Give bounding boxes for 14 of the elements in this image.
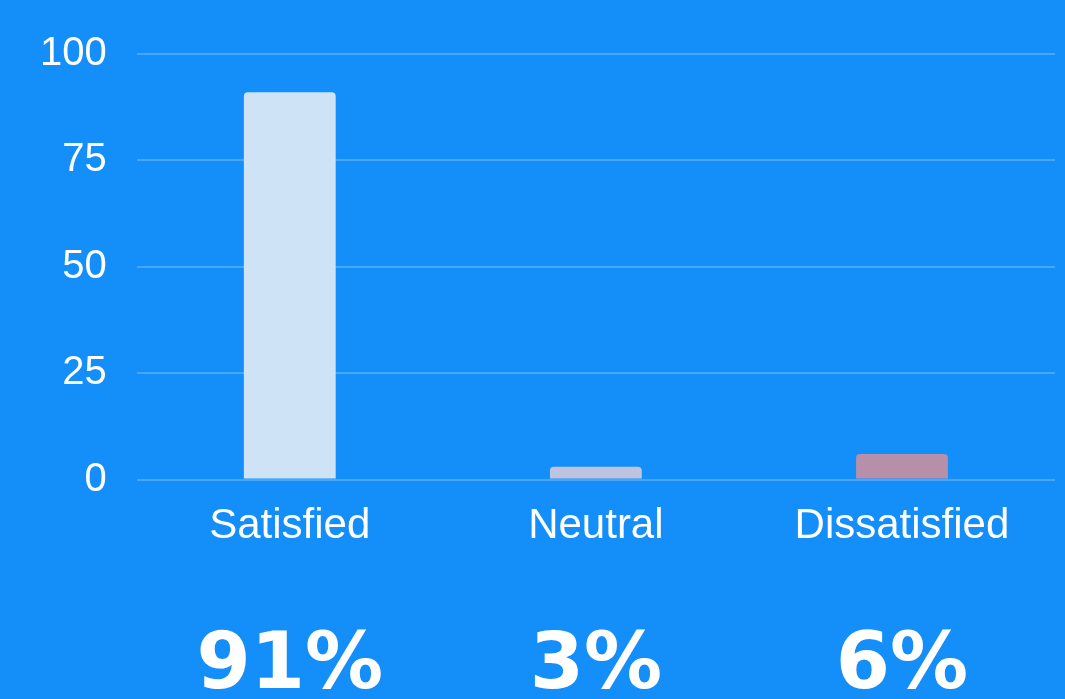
y-tick-label: 25: [62, 348, 107, 393]
data-label: 91%: [196, 616, 384, 699]
x-tick-label: Satisfied: [209, 500, 371, 548]
data-label: 3%: [529, 616, 663, 699]
bar: [243, 92, 336, 479]
y-tick-label: 75: [62, 135, 107, 180]
bar: [549, 466, 642, 479]
y-tick-label: 0: [84, 454, 107, 499]
bar: [856, 454, 948, 479]
data-label: 6%: [835, 616, 969, 699]
y-tick-label: 50: [62, 241, 107, 286]
x-tick-label: Dissatisfied: [794, 500, 1010, 548]
x-tick-label: Neutral: [528, 500, 664, 548]
y-tick-label: 100: [39, 29, 107, 74]
